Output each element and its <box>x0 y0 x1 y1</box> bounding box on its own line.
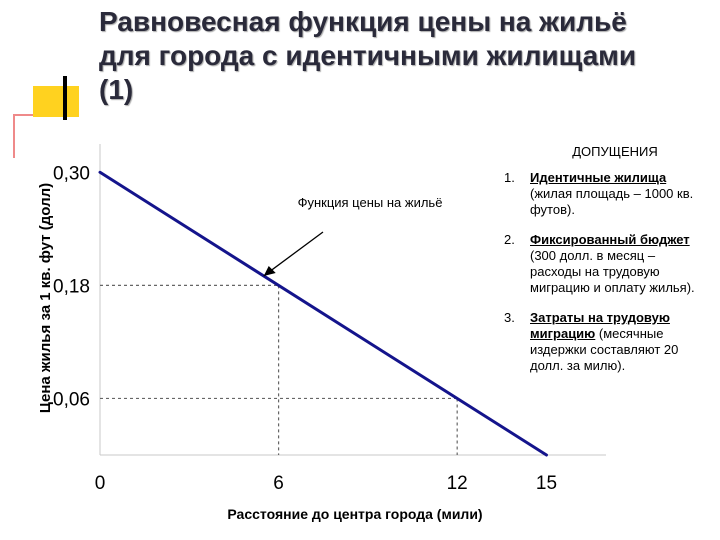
assumption-item: 2. Фиксированный бюджет (300 долл. в мес… <box>500 232 700 296</box>
x-tick-label: 15 <box>536 473 557 494</box>
assumption-text: (жилая площадь – 1000 кв. футов). <box>530 186 694 217</box>
decor-red-vertical-line <box>13 114 15 158</box>
y-tick-label: 0,30 <box>53 163 90 184</box>
assumption-number: 3. <box>504 310 515 325</box>
x-tick-label: 12 <box>447 473 468 494</box>
plot-area: 0,30 0,18 0,06 0 6 12 15 Расстояние до центра г… <box>37 144 606 522</box>
y-tick-label: 0,06 <box>53 389 90 410</box>
slide-title: Равновесная функция цены на жильё для го… <box>99 6 637 105</box>
annotation-label: Функция цены на жильё <box>298 195 443 210</box>
decor-black-bar <box>63 76 67 120</box>
decor-yellow-square <box>33 86 79 117</box>
y-axis-title: Цена жилья за 1 кв. фут (долл) <box>37 183 54 413</box>
assumptions-heading: ДОПУЩЕНИЯ <box>572 144 658 159</box>
assumption-text: (месячные издержки составляют 20 долл. з… <box>530 326 679 373</box>
assumption-text: (300 долл. в месяц – расходы на трудовую… <box>530 248 695 295</box>
x-axis-title: Расстояние до центра города (мили) <box>227 506 482 522</box>
assumptions-panel: ДОПУЩЕНИЯ 1. Идентичные жилища (жилая пл… <box>500 144 700 388</box>
assumption-item: 3. Затраты на трудовую миграцию (месячны… <box>500 310 700 374</box>
assumption-title: Затраты на трудовую миграцию <box>530 310 670 341</box>
assumption-title: Идентичные жилища <box>530 170 667 185</box>
assumption-number: 2. <box>504 232 515 247</box>
assumption-title: Фиксированный бюджет <box>530 232 690 247</box>
annotation-arrow-line <box>263 231 324 277</box>
price-function-line <box>98 170 548 457</box>
x-tick-label: 0 <box>95 473 106 494</box>
assumption-number: 1. <box>504 170 515 185</box>
x-tick-label: 6 <box>273 473 284 494</box>
annotation-arrowhead <box>263 265 276 276</box>
assumption-item: 1. Идентичные жилища (жилая площадь – 10… <box>500 170 700 218</box>
y-tick-label: 0,18 <box>53 276 90 297</box>
